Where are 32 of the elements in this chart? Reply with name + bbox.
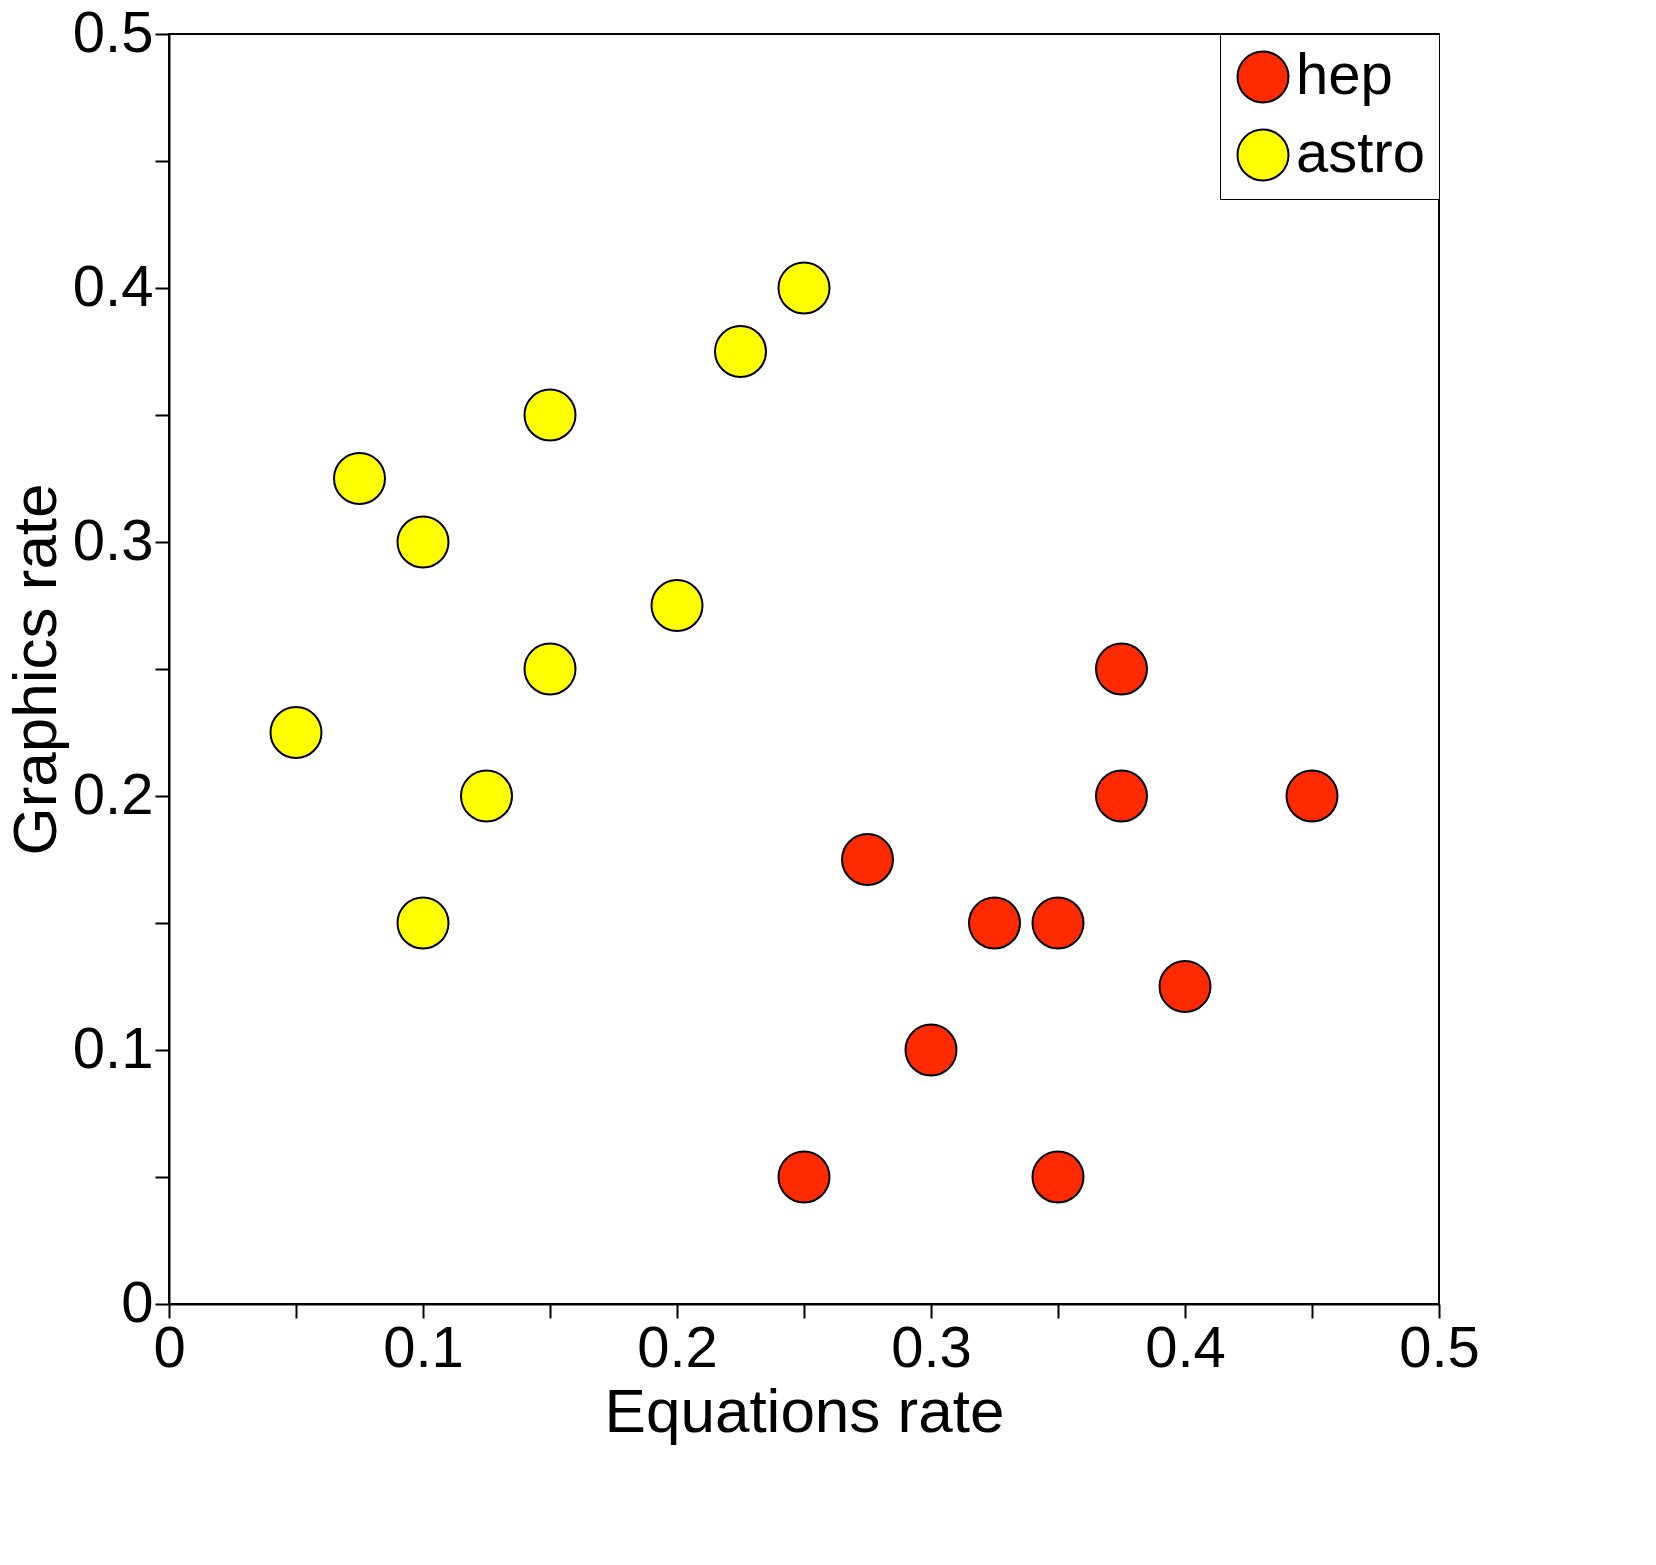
point <box>777 261 831 315</box>
point <box>714 325 767 378</box>
point <box>1031 896 1085 950</box>
x-tick-label: 0.1 <box>383 1313 464 1379</box>
point <box>396 515 450 569</box>
legend-label: hep <box>1296 41 1393 106</box>
point <box>1158 960 1212 1013</box>
point <box>523 388 577 442</box>
point <box>1095 642 1148 696</box>
x-tick-label: 0.4 <box>1145 1313 1226 1379</box>
point <box>650 579 704 632</box>
point <box>968 896 1021 950</box>
legend-label: astro <box>1296 119 1425 184</box>
y-tick-label: 0 <box>121 1268 154 1334</box>
point <box>269 706 323 759</box>
point <box>523 642 577 696</box>
x-tick-label: 0.5 <box>1399 1313 1480 1379</box>
y-tick-label: 0.1 <box>72 1014 154 1080</box>
point <box>841 833 894 886</box>
y-tick-label: 0.2 <box>72 760 154 826</box>
point <box>1285 769 1339 823</box>
point <box>1095 769 1148 823</box>
y-tick-label: 0.3 <box>72 506 154 572</box>
y-tick-label: 0.5 <box>72 0 154 64</box>
y-tick-label: 0.4 <box>72 252 154 318</box>
point <box>460 769 513 823</box>
y-axis-title: Graphics rate <box>0 483 69 856</box>
point <box>396 896 450 950</box>
point <box>1031 1150 1085 1204</box>
point <box>333 452 386 505</box>
point <box>777 1150 831 1204</box>
point <box>904 1023 958 1077</box>
